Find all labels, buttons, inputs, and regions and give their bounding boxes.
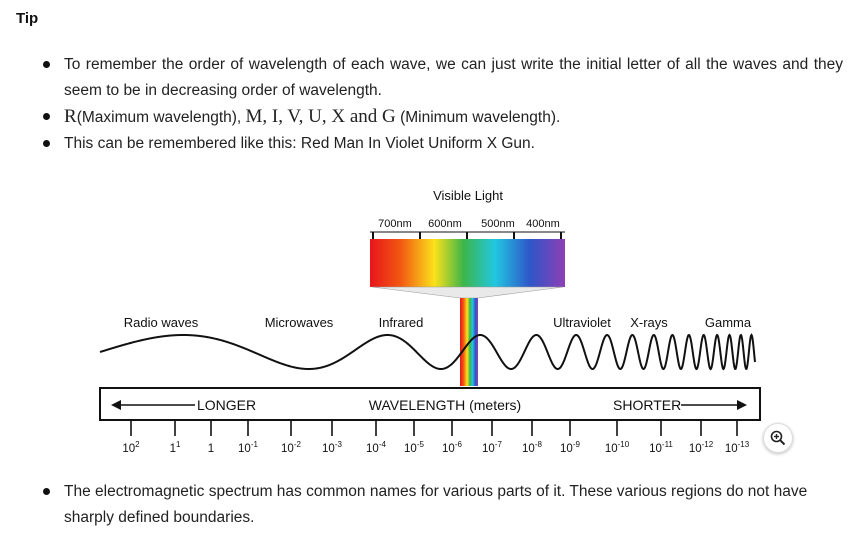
tick-label: 10-8	[522, 440, 542, 455]
shorter-label: SHORTER	[613, 397, 681, 413]
nm-scale: 700nm 600nm 500nm 400nm	[370, 218, 565, 239]
tick-label: 10-9	[560, 440, 580, 455]
tick-label: 1	[208, 443, 214, 455]
wavelength-label: WAVELENGTH (meters)	[369, 397, 521, 413]
tick-label: 10-13	[725, 440, 750, 455]
tip-text: The electromagnetic spectrum has common …	[64, 483, 808, 526]
tick-label: 11	[170, 440, 181, 455]
region-label: Gamma	[705, 315, 752, 330]
bullet	[43, 488, 50, 495]
tip-item: To remember the order of wavelength of e…	[0, 52, 849, 104]
tip-r-letter: R	[64, 106, 77, 127]
bullet	[43, 140, 50, 147]
zoom-in-icon	[770, 430, 786, 446]
tip-text: To remember the order of wavelength of e…	[64, 56, 843, 99]
tip-item: This can be remembered like this: Red Ma…	[0, 131, 849, 157]
projection-cone	[371, 286, 564, 299]
tick-label: 10-1	[238, 440, 258, 455]
wavelength-ticks: 102 11 1 10-1 10-2 10-3 10-4 10-5 10-6 10-7 10-8 10…	[122, 419, 750, 455]
bullet	[43, 113, 50, 120]
tips-list: To remember the order of wavelength of e…	[0, 52, 849, 157]
nm-label: 400nm	[526, 218, 560, 230]
nm-label: 700nm	[378, 218, 412, 230]
zoom-button[interactable]	[763, 423, 793, 453]
nm-label: 500nm	[481, 218, 515, 230]
tick-label: 10-7	[482, 440, 502, 455]
em-spectrum-diagram: Visible Light 700nm 600nm 500nm 400nm Ra…	[99, 188, 761, 455]
longer-arrow	[111, 400, 195, 410]
shorter-arrow	[681, 400, 747, 410]
tip-item: The electromagnetic spectrum has common …	[0, 479, 849, 531]
region-label: Ultraviolet	[553, 315, 611, 330]
bullet	[43, 61, 50, 68]
tip-heading: Tip	[16, 10, 39, 27]
tip-letters: M, I, V, U, X and G	[245, 106, 396, 127]
tip-r-note: (Maximum wavelength),	[76, 109, 246, 126]
region-label: X-rays	[630, 315, 668, 330]
tip-item: R(Maximum wavelength), M, I, V, U, X and…	[0, 104, 849, 131]
region-labels: Radio waves Microwaves Infrared Ultravio…	[124, 315, 752, 330]
tip-g-note: (Minimum wavelength).	[395, 109, 561, 126]
tip-text: This can be remembered like this: Red Ma…	[64, 135, 535, 152]
region-label: Infrared	[379, 315, 424, 330]
tick-label: 102	[122, 440, 140, 455]
longer-label: LONGER	[197, 397, 256, 413]
tick-label: 10-5	[404, 440, 424, 455]
region-label: Microwaves	[265, 315, 334, 330]
region-label: Radio waves	[124, 315, 199, 330]
tick-label: 10-4	[366, 440, 386, 455]
wavelength-bar	[99, 387, 761, 421]
visible-light-label: Visible Light	[433, 188, 503, 203]
tick-label: 10-10	[605, 440, 630, 455]
visible-spectrum-band	[370, 239, 565, 287]
tick-label: 10-3	[322, 440, 342, 455]
em-wave	[99, 333, 756, 371]
tick-label: 10-11	[649, 440, 673, 455]
nm-label: 600nm	[428, 218, 462, 230]
bottom-tips-list: The electromagnetic spectrum has common …	[0, 479, 849, 531]
tick-label: 10-6	[442, 440, 462, 455]
tick-label: 10-12	[689, 440, 714, 455]
tick-label: 10-2	[281, 440, 301, 455]
